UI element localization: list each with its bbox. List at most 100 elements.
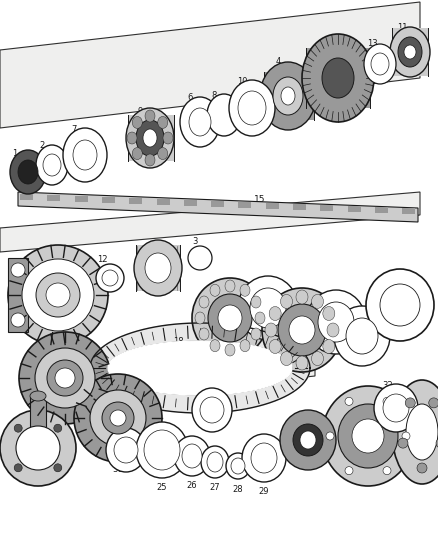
Circle shape <box>14 424 22 432</box>
Circle shape <box>19 332 111 424</box>
Ellipse shape <box>238 91 266 125</box>
Ellipse shape <box>255 312 265 324</box>
Bar <box>136 245 180 291</box>
Text: 8: 8 <box>211 91 217 100</box>
Text: 18: 18 <box>173 337 184 346</box>
Circle shape <box>398 438 408 448</box>
Circle shape <box>429 398 438 408</box>
Ellipse shape <box>145 110 155 122</box>
Bar <box>30 396 46 448</box>
Ellipse shape <box>327 323 339 337</box>
Ellipse shape <box>323 306 335 320</box>
Ellipse shape <box>346 318 378 354</box>
Ellipse shape <box>251 443 277 473</box>
Ellipse shape <box>296 290 308 304</box>
Ellipse shape <box>158 148 168 159</box>
Bar <box>184 200 197 206</box>
Text: 5: 5 <box>325 47 331 56</box>
Circle shape <box>0 410 76 486</box>
Bar <box>321 205 333 212</box>
Text: 12: 12 <box>97 255 107 264</box>
Text: 25: 25 <box>157 483 167 492</box>
Ellipse shape <box>390 27 430 77</box>
Ellipse shape <box>280 294 293 309</box>
Polygon shape <box>108 341 292 395</box>
Circle shape <box>436 438 438 448</box>
Ellipse shape <box>134 240 182 296</box>
Text: 33: 33 <box>417 454 427 463</box>
Circle shape <box>326 432 334 440</box>
Ellipse shape <box>174 436 210 476</box>
Circle shape <box>35 348 95 408</box>
Ellipse shape <box>322 58 354 98</box>
Ellipse shape <box>306 290 366 354</box>
Ellipse shape <box>210 284 220 296</box>
Ellipse shape <box>199 328 209 340</box>
Polygon shape <box>52 352 315 404</box>
Ellipse shape <box>73 140 97 170</box>
Ellipse shape <box>63 128 107 182</box>
Ellipse shape <box>269 340 281 353</box>
Ellipse shape <box>144 430 180 470</box>
Ellipse shape <box>281 87 295 105</box>
Circle shape <box>11 313 25 327</box>
Circle shape <box>405 398 415 408</box>
Bar <box>293 204 306 211</box>
Circle shape <box>74 374 162 462</box>
Ellipse shape <box>189 108 211 136</box>
Ellipse shape <box>269 306 281 320</box>
Bar <box>348 206 361 213</box>
Ellipse shape <box>251 328 261 340</box>
Ellipse shape <box>207 94 241 136</box>
Ellipse shape <box>208 294 252 342</box>
Text: 29: 29 <box>259 488 269 497</box>
Ellipse shape <box>404 45 416 59</box>
Ellipse shape <box>18 160 38 184</box>
Ellipse shape <box>302 34 374 122</box>
Text: 26: 26 <box>187 481 197 490</box>
Ellipse shape <box>398 37 422 67</box>
Ellipse shape <box>192 278 268 358</box>
Text: 31: 31 <box>357 456 367 464</box>
Circle shape <box>345 398 353 406</box>
Ellipse shape <box>30 391 46 401</box>
Ellipse shape <box>207 452 223 472</box>
Text: 7: 7 <box>71 125 77 134</box>
Text: 22: 22 <box>255 284 265 293</box>
Ellipse shape <box>318 302 354 342</box>
Text: 3: 3 <box>192 238 198 246</box>
Bar <box>129 198 142 204</box>
Text: 11: 11 <box>397 23 407 33</box>
Bar <box>264 72 314 120</box>
Bar <box>306 48 370 108</box>
Bar <box>403 208 415 214</box>
Text: 10: 10 <box>237 77 247 86</box>
Circle shape <box>14 464 22 472</box>
Ellipse shape <box>229 80 275 136</box>
Bar <box>211 201 224 207</box>
Ellipse shape <box>380 284 420 326</box>
Ellipse shape <box>311 294 324 309</box>
Text: 34: 34 <box>105 392 115 400</box>
Ellipse shape <box>322 386 414 486</box>
Ellipse shape <box>225 280 235 292</box>
Ellipse shape <box>289 316 315 344</box>
Ellipse shape <box>127 132 137 144</box>
Bar <box>8 258 28 332</box>
Ellipse shape <box>114 437 138 463</box>
Bar <box>392 28 428 76</box>
Ellipse shape <box>366 269 434 341</box>
Text: 35: 35 <box>13 467 23 477</box>
Text: 32: 32 <box>383 382 393 391</box>
Ellipse shape <box>280 410 336 470</box>
Ellipse shape <box>250 288 286 328</box>
Text: 4: 4 <box>276 58 281 67</box>
Ellipse shape <box>145 253 171 283</box>
Ellipse shape <box>136 120 164 156</box>
Ellipse shape <box>106 428 146 472</box>
Text: 14: 14 <box>145 244 155 253</box>
Text: 37: 37 <box>198 385 209 394</box>
Ellipse shape <box>280 352 293 366</box>
Ellipse shape <box>242 434 286 482</box>
Ellipse shape <box>231 458 245 474</box>
